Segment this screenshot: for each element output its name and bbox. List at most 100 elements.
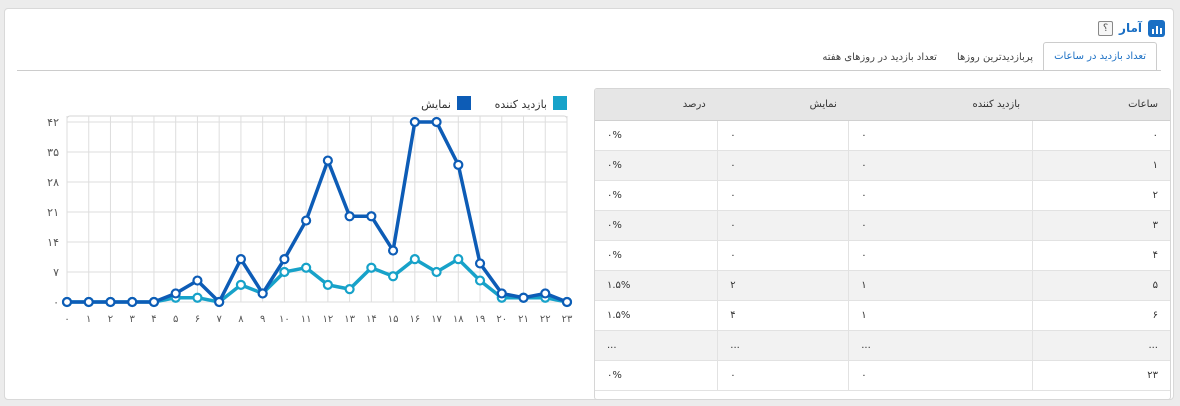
y-tick-label: ۱۴ [47,236,59,249]
table-row: ۳ ۰ ۰ ۰% [595,210,1170,241]
table-header-row: ساعات بازدید کننده نمایش درصد [595,89,1170,121]
data-point-views [409,116,420,128]
cell-views: ۲ [717,270,849,301]
cell-hour: ۰ [1031,120,1170,151]
data-point-views [431,116,442,128]
cell-hour: ۶ [1031,300,1170,331]
tab-top-days[interactable]: پربازدیدترین روزها [956,52,1034,63]
tab-weekday-visits[interactable]: تعداد بازدید در روزهای هفته [822,52,937,63]
cell-views: ... [717,330,849,361]
cell-percent: ۰% [595,240,718,271]
x-tick-label: ۱۶ [409,314,420,325]
cell-hour: ۱ [1031,150,1170,181]
help-icon[interactable]: ؟ [1098,20,1114,36]
cell-percent: ۱.۵% [595,300,718,331]
x-tick-label: ۲۰ [496,314,507,325]
y-tick-label: ۲۱ [47,206,59,219]
legend-views-swatch [457,96,471,110]
data-point-visitors [409,254,420,265]
data-point-views [301,215,312,226]
data-point-views [192,275,203,286]
data-point-views [61,296,73,308]
data-point-visitors [322,279,333,290]
cell-views: ۴ [717,300,849,331]
cell-visitors: ۱ [848,300,1033,331]
table-row: ۲۳ ۰ ۰ ۰% [595,360,1170,391]
x-tick-label: ۲۱ [518,314,529,325]
data-point-visitors [192,292,203,303]
cell-percent: ۰% [595,210,718,241]
cell-views: ۰ [717,360,849,391]
cell-views: ۰ [717,210,849,241]
data-point-visitors [301,262,312,273]
y-tick-label: ۴۲ [47,116,59,129]
y-tick-label: ۰ [53,296,59,309]
x-tick-label: ۳ [130,314,136,325]
cell-visitors: ۰ [848,180,1033,211]
cell-views: ۰ [717,120,849,151]
x-tick-label: ۵ [173,314,178,325]
col-hours-header: ساعات [1032,89,1170,121]
stats-panel: آمار ؟ تعداد بازدید در ساعات پربازدیدتری… [4,8,1174,400]
table-row: ۴ ۰ ۰ ۰% [595,240,1170,271]
data-point-views [83,296,94,308]
data-point-visitors [366,262,377,273]
data-point-views [105,296,116,308]
legend-views-label: نمایش [421,98,451,111]
data-point-views [322,155,333,166]
legend-visitors-label: بازدید کننده [495,98,547,111]
x-tick-label: ۲۲ [540,314,551,325]
table-row: ۶ ۱ ۴ ۱.۵% [595,300,1170,331]
cell-percent: ۱.۵% [595,270,718,301]
cell-visitors: ۰ [848,120,1033,151]
x-tick-label: ۱۹ [475,314,486,325]
table-row: ۵ ۱ ۲ ۱.۵% [595,270,1170,301]
data-point-visitors [474,275,486,286]
data-point-views [496,288,507,299]
cell-percent: ۰% [595,360,718,391]
data-point-views [474,258,486,269]
x-tick-label: ۷ [216,314,222,325]
cell-views: ۰ [717,150,849,181]
data-point-views [148,296,160,308]
x-tick-label: ۱۲ [322,314,333,325]
cell-hour: ۲ [1031,180,1170,211]
bar-chart-icon [1148,19,1165,37]
col-views-header: نمایش [717,89,849,121]
y-tick-label: ۲۸ [47,176,59,189]
x-tick-label: ۱۱ [301,314,312,325]
cell-percent: ۰% [595,180,718,211]
cell-percent: ... [595,330,718,361]
panel-title: آمار [1119,21,1142,35]
cell-hour: ۳ [1031,210,1170,241]
x-tick-label: ۱ [86,314,91,325]
hourly-table: ساعات بازدید کننده نمایش درصد ۰ ۰ ۰ ۰% ۱ ۰ ۰ ۰%… [594,88,1171,400]
cell-visitors: ۱ [848,270,1033,301]
cell-visitors: ۰ [848,210,1033,241]
tab-divider [17,70,1161,71]
table-row: ۰ ۰ ۰ ۰% [595,120,1170,151]
cell-hour: ۵ [1031,270,1170,301]
data-point-views [540,288,551,299]
x-tick-label: ۴ [151,314,156,325]
data-point-visitors [279,266,290,278]
data-point-views [257,288,268,299]
x-tick-label: ۰ [64,314,69,325]
cell-visitors: ... [848,330,1033,361]
cell-hour: ... [1031,330,1170,361]
cell-hour: ۴ [1031,240,1170,271]
x-tick-label: ۶ [195,314,200,325]
y-tick-label: ۷ [53,266,59,279]
cell-views: ۰ [717,240,849,271]
data-point-views [561,296,573,308]
x-tick-label: ۱۴ [366,314,377,325]
x-tick-label: ۱۸ [453,314,464,325]
x-tick-label: ۸ [238,314,244,325]
data-point-visitors [431,266,442,278]
x-tick-label: ۱۷ [431,314,442,325]
tab-hourly-visits[interactable]: تعداد بازدید در ساعات [1043,42,1157,71]
x-tick-label: ۱۳ [344,314,355,325]
cell-visitors: ۰ [848,360,1033,391]
x-tick-label: ۲ [108,314,113,325]
